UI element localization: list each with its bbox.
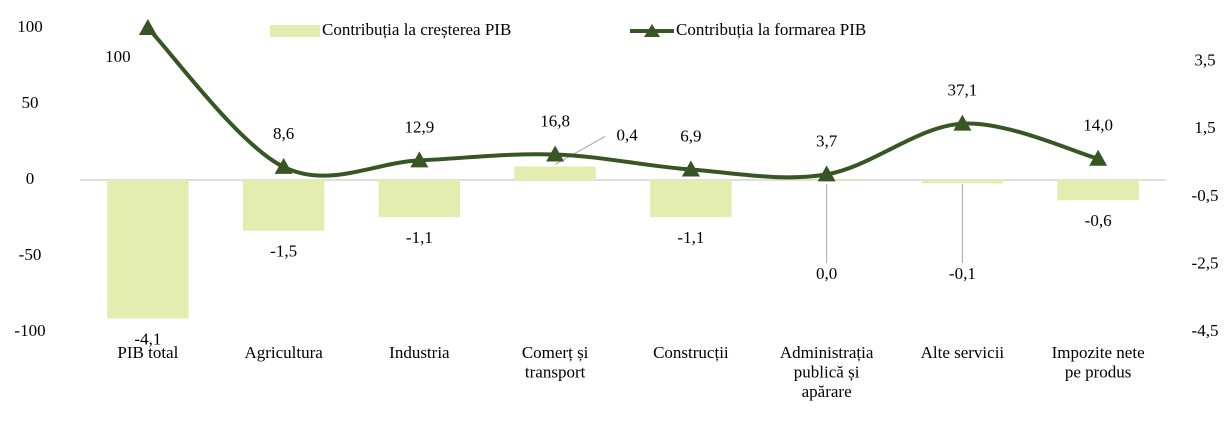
x-tick-label: Agricultura: [244, 343, 323, 362]
line-marker: [1089, 149, 1108, 166]
line-marker: [410, 151, 429, 168]
legend-marker: [644, 24, 660, 37]
line-value-label: 16,8: [540, 111, 570, 130]
legend-label: Contribuția la creșterea PIB: [322, 20, 511, 39]
line-marker: [681, 160, 700, 177]
y2-tick-label: -4,5: [1192, 321, 1219, 340]
line-value-label: 8,6: [273, 124, 294, 143]
bar-value-label: -0,6: [1085, 211, 1112, 230]
line-value-label: 6,9: [680, 126, 701, 145]
bar-value-label: -1,1: [677, 228, 704, 247]
y-tick-label: -100: [14, 321, 45, 340]
bar: [650, 180, 732, 218]
y-tick-label: 0: [26, 169, 35, 188]
leader-line: [554, 136, 606, 165]
bar-value-label: -4,1: [134, 329, 161, 348]
x-tick-label: Alte servicii: [921, 343, 1005, 362]
y-tick-label: 50: [22, 93, 39, 112]
y2-tick-label: 3,5: [1194, 51, 1215, 70]
bar: [1057, 180, 1139, 201]
line-marker: [817, 165, 836, 182]
bar: [107, 180, 189, 319]
line-value-label: 100: [105, 47, 131, 66]
line-marker: [274, 157, 293, 174]
y2-tick-label: -2,5: [1192, 253, 1219, 272]
line-value-label: 37,1: [948, 81, 978, 100]
line-value-label: 3,7: [816, 131, 838, 150]
x-tick-label: Comerț și transport: [522, 343, 589, 382]
y2-tick-label: -0,5: [1192, 186, 1219, 205]
bar-value-label: -1,1: [406, 228, 433, 247]
legend-label: Contribuția la formarea PIB: [676, 20, 866, 39]
x-tick-label: PIB total: [117, 343, 178, 362]
legend-swatch: [270, 25, 320, 37]
x-tick-label: Construcții: [653, 343, 729, 362]
y-tick-label: 100: [17, 17, 43, 36]
line: [146, 26, 1099, 180]
bar: [921, 180, 1004, 184]
x-tick-label: Industria: [389, 343, 450, 362]
bar: [242, 180, 325, 231]
bar-value-label: 0,0: [816, 264, 837, 283]
x-tick-label: Impozite nete pe produs: [1052, 343, 1145, 382]
bar-value-label: 0,4: [617, 125, 639, 144]
bar: [378, 180, 461, 218]
line-value-label: 14,0: [1083, 116, 1113, 135]
line-marker: [546, 145, 565, 162]
line-value-label: 12,9: [405, 117, 435, 136]
line-marker: [953, 114, 972, 131]
line-marker: [138, 19, 157, 35]
bar-value-label: -0,1: [949, 264, 976, 283]
y2-tick-label: 1,5: [1194, 118, 1215, 137]
bar-value-label: -1,5: [270, 242, 297, 261]
x-tick-label: Administrația publică și apărare: [780, 343, 874, 401]
bar: [514, 166, 596, 180]
y-tick-label: -50: [19, 245, 42, 264]
